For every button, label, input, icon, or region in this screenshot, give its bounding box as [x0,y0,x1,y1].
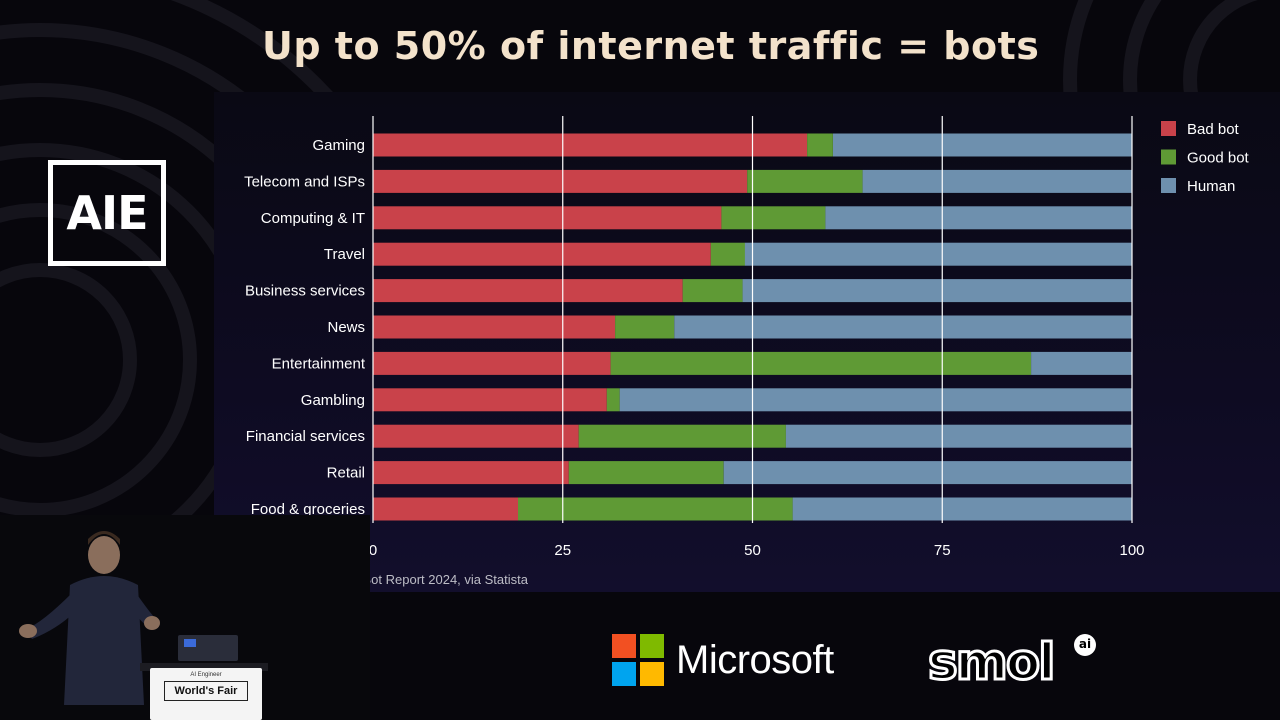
bar-human-9 [723,461,1132,485]
legend-swatch [1161,178,1176,193]
bar-human-7 [619,388,1132,412]
smol-ai-badge: ai [1074,634,1096,656]
bar-bad-bot-10 [373,497,518,521]
bar-human-1 [862,169,1132,193]
microsoft-logo-icon [612,634,664,686]
bar-bad-bot-2 [373,206,722,230]
podium-sign: AI Engineer World's Fair [150,668,262,720]
bar-human-5 [674,315,1132,339]
bar-good-bot-4 [682,279,743,303]
bar-good-bot-2 [721,206,826,230]
bar-bad-bot-4 [373,279,683,303]
category-label: Travel [324,246,365,263]
legend-label: Human [1187,178,1235,195]
x-tick-label: 100 [1119,542,1144,559]
bar-bad-bot-8 [373,424,579,448]
aie-logo-text: AIE [66,186,148,240]
x-tick-label: 0 [369,542,377,559]
bar-bad-bot-1 [373,169,748,193]
legend-swatch [1161,149,1176,165]
bar-human-6 [1031,351,1132,375]
category-label: News [327,319,365,336]
bar-bad-bot-0 [373,133,808,157]
bar-good-bot-8 [578,424,786,448]
microsoft-wordmark: Microsoft [676,638,834,682]
legend-swatch [1161,121,1176,136]
stacked-bar-chart: Gaming Telecom and ISPs Computing & IT Trav… [244,116,1250,559]
category-label: Telecom and ISPs [244,173,365,190]
bar-human-8 [785,424,1132,448]
bar-human-2 [825,206,1132,230]
category-label: Computing & IT [261,210,365,227]
bar-good-bot-1 [747,169,863,193]
category-label: Retail [327,465,365,482]
podium-small-text: AI Engineer [190,672,222,678]
category-label: Gambling [301,392,365,409]
aie-logo: AIE [48,160,166,266]
category-label: Business services [245,283,365,300]
bar-bad-bot-5 [373,315,616,339]
smol-wordmark: smol [926,632,1056,693]
bar-good-bot-3 [710,242,745,266]
bar-good-bot-5 [615,315,675,339]
legend-label: Bad bot [1187,121,1240,138]
slide-title: Up to 50% of internet traffic = bots [262,24,1040,68]
category-label: Financial services [246,428,365,445]
podium [140,635,268,671]
category-label: Food & groceries [251,501,365,518]
x-tick-label: 75 [934,542,951,559]
x-tick-label: 25 [554,542,571,559]
x-tick-label: 50 [744,542,761,559]
bar-bad-bot-7 [373,388,607,412]
podium-event-text: World's Fair [164,681,248,701]
speaker-video [0,515,370,720]
speaker-figure [19,531,160,705]
chart-source-text: Bad Bot Report 2024, via Statista [366,572,528,587]
bar-good-bot-7 [606,388,620,412]
category-label: Entertainment [272,355,366,372]
bar-good-bot-9 [568,461,724,485]
bar-human-0 [833,133,1132,157]
bar-good-bot-6 [610,351,1032,375]
legend-label: Good bot [1187,150,1250,167]
bar-good-bot-10 [518,497,793,521]
bar-bad-bot-6 [373,351,611,375]
smol-ai-logo: smol ai [926,632,1098,693]
bar-bad-bot-3 [373,242,711,266]
category-label: Gaming [312,137,365,154]
bar-good-bot-0 [807,133,833,157]
bar-human-4 [742,279,1132,303]
chart-source: Bad Bot Report 2024, via Statista [366,572,586,590]
bar-bad-bot-9 [373,461,569,485]
bar-human-3 [744,242,1132,266]
bar-human-10 [792,497,1132,521]
